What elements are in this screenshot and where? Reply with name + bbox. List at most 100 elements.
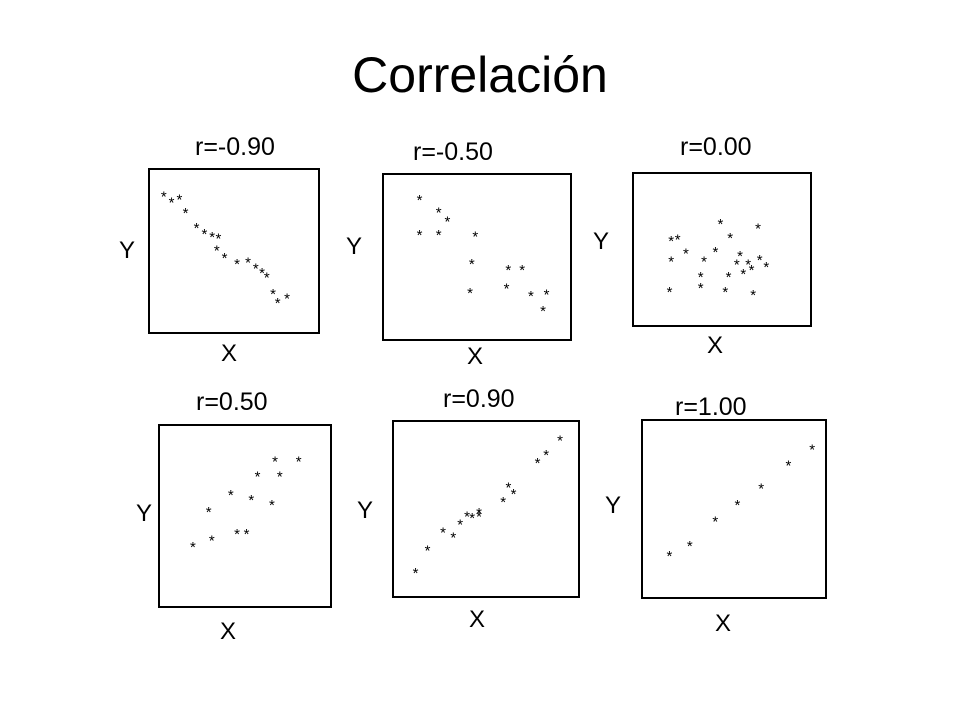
data-point-8: *: [668, 254, 674, 271]
chart-title: r=-0.50: [413, 138, 493, 166]
data-point-0: *: [417, 192, 423, 209]
data-point-7: *: [215, 231, 221, 248]
data-point-4: *: [194, 220, 200, 237]
data-point-0: *: [666, 548, 672, 565]
x-axis-label: X: [469, 606, 486, 633]
data-point-6: *: [809, 441, 815, 458]
data-point-19: *: [698, 280, 704, 297]
scatter-plot: * *** ** ******: [190, 454, 302, 557]
scatter-plot: * * * * * * *: [666, 441, 815, 565]
data-point-7: *: [505, 262, 511, 279]
data-point-2: *: [444, 214, 450, 231]
data-point-9: *: [272, 454, 278, 471]
data-point-2: *: [440, 525, 446, 542]
data-point-1: *: [687, 538, 693, 555]
y-axis-label: Y: [357, 497, 374, 524]
data-point-13: *: [763, 259, 769, 276]
chart-title: r=0.50: [196, 388, 268, 416]
data-point-15: *: [726, 269, 732, 286]
data-point-17: *: [749, 262, 755, 279]
data-point-0: *: [161, 189, 167, 206]
data-point-2: *: [717, 216, 723, 233]
chart-title: r=0.90: [443, 385, 515, 413]
data-point-6: *: [209, 229, 215, 246]
data-point-8: *: [269, 497, 275, 514]
plot-area: * * * * * * *: [641, 419, 827, 599]
data-point-5: *: [201, 226, 207, 243]
data-point-14: *: [264, 270, 270, 287]
data-point-16: *: [740, 266, 746, 283]
data-point-10: *: [277, 469, 283, 486]
y-axis-label: Y: [605, 492, 622, 519]
data-point-11: *: [745, 256, 751, 273]
data-point-9: *: [467, 285, 473, 302]
data-point-3: *: [228, 487, 234, 504]
y-axis-label: Y: [136, 500, 153, 527]
data-point-5: *: [472, 229, 478, 246]
slide-title: Correlación: [352, 47, 608, 103]
data-point-1: *: [169, 195, 175, 212]
data-point-12: *: [535, 455, 541, 472]
data-point-17: *: [284, 291, 290, 308]
x-axis-label: X: [715, 610, 732, 637]
data-point-6: *: [469, 256, 475, 273]
y-axis-label: Y: [346, 233, 363, 260]
data-point-6: *: [469, 510, 475, 527]
data-point-9: *: [500, 494, 506, 511]
chart-title: r=0.00: [680, 133, 752, 161]
scatter-plot: * * *** * * ** * * * * **** *: [161, 189, 290, 313]
data-point-3: *: [727, 230, 733, 247]
data-point-9: *: [701, 254, 707, 271]
data-point-7: *: [737, 248, 743, 265]
data-point-4: *: [248, 492, 254, 509]
data-point-8: *: [214, 243, 220, 260]
data-point-4: *: [436, 227, 442, 244]
data-point-21: *: [750, 287, 756, 304]
data-point-2: *: [206, 504, 212, 521]
data-point-18: *: [667, 284, 673, 301]
data-point-12: *: [544, 287, 550, 304]
data-point-4: *: [457, 517, 463, 534]
data-point-10: *: [234, 256, 240, 273]
data-point-20: *: [722, 284, 728, 301]
plot-area: * * * * * * * * * * * *: [158, 424, 332, 608]
data-point-3: *: [417, 227, 423, 244]
chart-title: r=-0.90: [195, 133, 275, 161]
data-point-1: *: [425, 543, 431, 560]
data-point-0: *: [190, 539, 196, 556]
data-point-14: *: [698, 269, 704, 286]
data-point-4: *: [758, 481, 764, 498]
data-point-7: *: [476, 509, 482, 526]
x-axis-label: X: [707, 332, 724, 359]
data-point-8: *: [519, 262, 525, 279]
data-point-5: *: [785, 458, 791, 475]
data-point-6: *: [712, 244, 718, 261]
chart-title: r=1.00: [675, 393, 747, 421]
data-point-10: *: [734, 256, 740, 273]
data-point-13: *: [540, 303, 546, 320]
data-point-5: *: [683, 245, 689, 262]
scatter-plot: * ***** * ** * * * * ** * * ** * * *: [667, 216, 770, 304]
data-point-11: *: [245, 255, 251, 272]
data-point-3: *: [183, 205, 189, 222]
y-axis-label: Y: [593, 228, 610, 255]
data-point-0: *: [413, 565, 419, 582]
data-point-0: *: [668, 233, 674, 250]
data-point-1: *: [436, 204, 442, 221]
data-point-1: *: [675, 231, 681, 248]
data-point-12: *: [253, 261, 259, 278]
data-point-13: *: [543, 447, 549, 464]
x-axis-label: X: [467, 343, 484, 370]
data-point-5: *: [464, 509, 470, 526]
plot-area: * * * * * * * * * * * * * * * * * * * * * *: [632, 172, 812, 327]
data-point-2: *: [712, 514, 718, 531]
data-point-1: *: [209, 533, 215, 550]
data-point-6: *: [244, 526, 250, 543]
plot-area: * * * * * * * * * * * * * * * * * *: [148, 168, 320, 334]
scatter-plot: *** ** * * **** ** **: [413, 432, 564, 582]
data-point-14: *: [557, 432, 563, 449]
data-point-10: *: [505, 479, 511, 496]
data-point-16: *: [275, 295, 281, 312]
data-point-13: *: [259, 265, 265, 282]
data-point-10: *: [504, 280, 510, 297]
